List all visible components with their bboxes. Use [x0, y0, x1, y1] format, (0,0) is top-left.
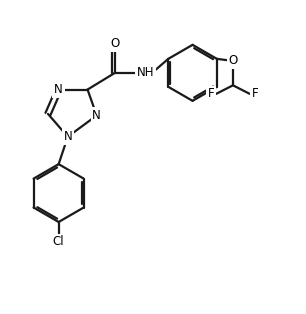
Text: O: O: [110, 37, 120, 51]
Text: NH: NH: [137, 66, 154, 79]
Text: O: O: [228, 54, 237, 67]
Text: Cl: Cl: [53, 235, 65, 248]
Text: N: N: [92, 109, 101, 122]
Text: F: F: [252, 87, 259, 100]
Text: N: N: [54, 83, 63, 96]
Text: N: N: [63, 130, 72, 143]
Text: F: F: [207, 87, 214, 100]
